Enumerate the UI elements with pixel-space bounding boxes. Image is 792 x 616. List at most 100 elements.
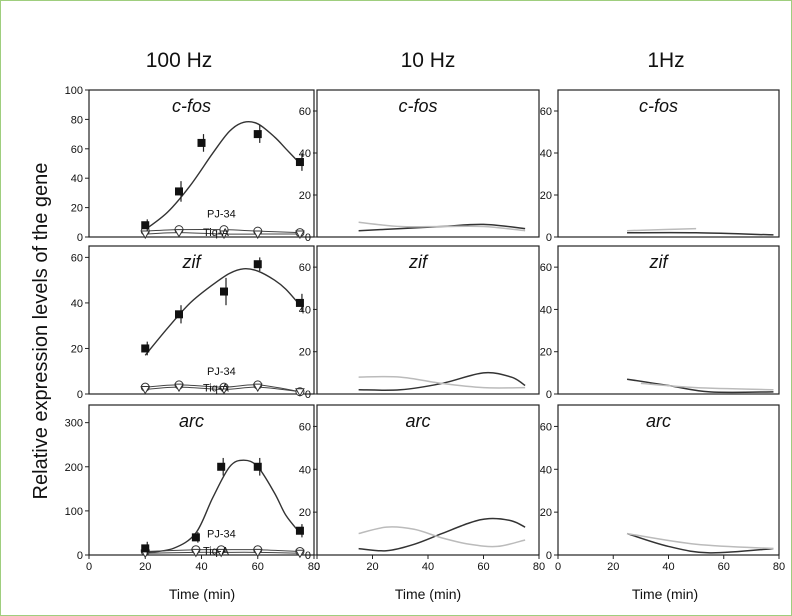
y-tick-label: 0: [77, 232, 83, 244]
tiqa-marker: [295, 549, 305, 559]
panel-title: c-fos: [398, 96, 437, 116]
x-tick-label: 20: [607, 561, 619, 573]
tiqa-marker: [295, 230, 305, 240]
y-tick-label: 40: [299, 148, 311, 160]
plot-frame: [88, 89, 315, 238]
plot-frame: [88, 245, 315, 395]
tiqa-marker: [174, 383, 184, 393]
y-tick-label: 40: [540, 148, 552, 160]
panels: 0 20 40 60 80 100 c-fos PJ-34 Tiq-A 0 20 40 60 c-fos 0…: [65, 85, 785, 573]
series-line: [626, 378, 774, 394]
y-tick-label: 60: [299, 421, 311, 433]
x-tick-label: 60: [477, 561, 489, 573]
tiqa-marker: [140, 385, 151, 395]
panel-title: c-fos: [639, 96, 678, 116]
series-line: [358, 375, 526, 389]
x-axis-title-1hz: Time (min): [632, 586, 698, 602]
x-axis-title-10hz: Time (min): [395, 586, 461, 602]
y-tick-label: 20: [299, 507, 311, 519]
x-tick-label: 80: [308, 561, 320, 573]
fit-line: [144, 120, 301, 231]
y-tick-label: 0: [305, 389, 311, 401]
x-axis-title-100hz: Time (min): [169, 586, 235, 602]
fit-line: [144, 267, 301, 356]
series-line: [358, 221, 526, 232]
panel-3: 0 20 40 60 zif PJ-34 Tiq-A: [71, 245, 315, 401]
pj34-label: PJ-34: [207, 529, 236, 541]
y-tick-label: 60: [540, 421, 552, 433]
panel-title: zif: [408, 252, 429, 272]
data-point: [295, 298, 304, 307]
column-title-1hz: 1Hz: [647, 49, 684, 72]
y-axis-title: Relative expression levels of the gene: [30, 163, 52, 500]
column-title-100hz: 100 Hz: [146, 49, 213, 72]
data-point: [295, 158, 304, 167]
y-tick-label: 20: [299, 190, 311, 202]
x-tick-label: 60: [718, 561, 730, 573]
y-tick-label: 20: [540, 507, 552, 519]
series-line: [627, 227, 697, 232]
y-tick-label: 40: [71, 173, 83, 185]
y-tick-label: 0: [305, 550, 311, 562]
series-line: [640, 382, 774, 391]
data-point: [217, 462, 226, 471]
tiqa-marker: [252, 548, 263, 558]
y-tick-label: 0: [546, 389, 552, 401]
x-tick-label: 80: [773, 561, 785, 573]
data-point: [141, 221, 150, 230]
x-tick-label: 80: [533, 561, 545, 573]
tiqa-marker: [295, 388, 305, 397]
series-line: [626, 532, 774, 554]
y-tick-label: 0: [77, 389, 83, 401]
tiqa-marker: [140, 230, 151, 240]
tiqa-marker: [252, 230, 263, 240]
tiqa-label: Tiq-A: [203, 382, 230, 394]
x-tick-label: 0: [555, 561, 561, 573]
x-tick-label: 0: [314, 561, 320, 573]
data-point: [197, 138, 206, 147]
panel-2: 0 20 40 60 c-fos: [540, 89, 780, 244]
data-point: [191, 533, 200, 542]
tiqa-marker: [252, 383, 263, 393]
series-line: [358, 517, 526, 552]
data-point: [295, 526, 304, 535]
y-tick-label: 100: [65, 85, 83, 97]
data-point: [175, 310, 183, 319]
panel-title: arc: [646, 411, 671, 431]
plot-frame: [316, 245, 540, 395]
y-tick-label: 60: [299, 106, 311, 118]
panel-title: arc: [179, 411, 204, 431]
tiqa-marker: [216, 548, 227, 558]
data-point: [253, 462, 262, 471]
x-tick-label: 40: [662, 561, 674, 573]
y-tick-label: 60: [540, 262, 552, 274]
data-point: [253, 260, 262, 269]
y-tick-label: 300: [65, 418, 83, 430]
tiqa-label: Tiq-A: [203, 227, 230, 239]
y-tick-label: 20: [71, 343, 83, 355]
panel-5: 0 20 40 60 zif: [540, 245, 780, 401]
x-tick-label: 0: [86, 561, 92, 573]
pj34-label: PJ-34: [207, 366, 236, 378]
x-tick-label: 40: [195, 561, 207, 573]
tiqa-marker: [219, 230, 229, 240]
panel-title: arc: [405, 411, 430, 431]
x-tick-label: 60: [252, 561, 264, 573]
y-tick-label: 60: [540, 106, 552, 118]
y-tick-label: 60: [299, 262, 311, 274]
y-tick-label: 80: [71, 114, 83, 126]
panel-7: 0 20 40 60 0 20 40 60 80 arc: [299, 404, 545, 573]
y-tick-label: 40: [299, 464, 311, 476]
series-line: [627, 231, 774, 236]
plot-frame: [557, 89, 780, 238]
y-tick-label: 0: [546, 550, 552, 562]
panel-title: c-fos: [172, 96, 211, 116]
y-tick-label: 20: [71, 203, 83, 215]
y-tick-label: 100: [65, 506, 83, 518]
panel-8: 0 20 40 60 0 20 40 60 80 arc: [540, 404, 785, 573]
series-line: [358, 526, 526, 548]
series-line: [358, 371, 526, 391]
